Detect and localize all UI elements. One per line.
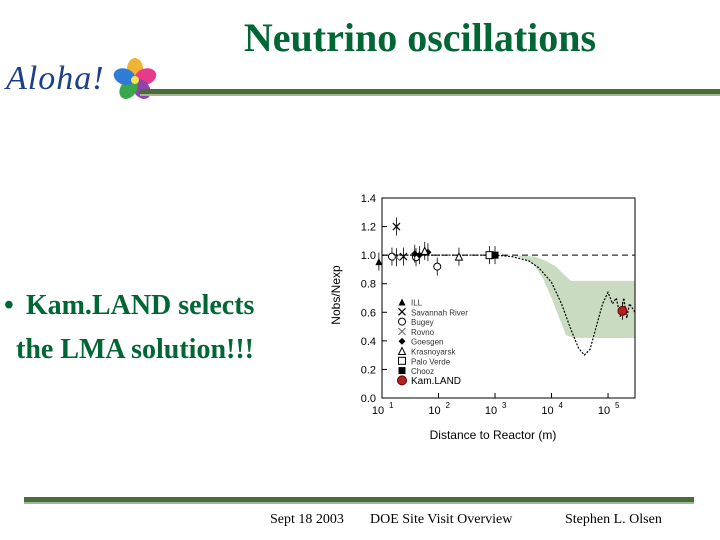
y-tick-label: 1.0 [361,250,376,262]
x-tick-exponent: 1 [389,401,394,410]
x-tick-label: 10 [428,405,440,417]
legend-label: Palo Verde [411,357,451,366]
data-point [392,253,401,262]
data-point [399,252,408,261]
slide-title: Neutrino oscillations [243,15,597,60]
legend-label: Savannah River [411,308,468,317]
footer-rule [24,497,694,504]
x-tick-label: 10 [598,405,610,417]
oscillation-prediction-curve [382,254,636,356]
x-tick-label: 10 [372,405,384,417]
y-tick-label: 0.6 [361,307,376,319]
bullet-symbol: • [4,290,14,321]
legend-marker [398,307,406,316]
data-point [491,251,499,259]
legend-label: Rovno [411,328,435,337]
legend-marker [397,375,407,386]
plot-frame [381,197,636,399]
data-point [375,258,383,266]
y-tick-label: 1.4 [361,193,376,205]
y-tick-label: 0.4 [361,336,376,348]
data-point [415,251,423,259]
footer-event: DOE Site Visit Overview [370,512,513,527]
y-tick-label: 0.8 [361,279,376,291]
y-tick-label: 1.2 [361,222,376,234]
x-tick-exponent: 2 [446,401,451,410]
y-axis-label: Nobs/Nexp [329,265,343,325]
y-tick-label: 0.0 [361,393,376,405]
bullet-text-line2: the LMA solution!!! [16,334,254,365]
aloha-logo: Aloha! [6,60,105,97]
legend-marker [398,367,406,375]
legend-marker [398,327,406,336]
legend-marker [398,298,406,306]
data-point [420,246,430,255]
legend-marker [397,346,407,355]
x-tick-exponent: 4 [559,401,564,410]
legend-label: Kam.LAND [411,376,461,387]
legend-label: ILL [411,299,423,308]
bullet-point: • Kam.LAND selects the LMA solution!!! [4,284,334,372]
legend-label: Krasnoyarsk [411,348,456,357]
footer-author: Stephen L. Olsen [565,512,662,527]
legend-label: Bugey [411,318,434,327]
prediction-band [382,255,635,338]
x-tick-exponent: 5 [615,401,620,410]
data-point [433,262,442,271]
x-tick-exponent: 3 [502,401,507,410]
legend-marker [398,356,406,365]
header-rule [140,89,720,96]
x-tick-label: 10 [541,405,553,417]
legend-label: Chooz [411,367,434,376]
data-point [617,305,628,316]
data-point [411,250,419,258]
y-tick-label: 0.2 [361,364,376,376]
legend-marker [398,317,406,326]
x-tick-label: 10 [485,405,497,417]
legend-marker [398,337,406,345]
oscillation-chart: 0.00.20.40.60.81.01.21.410 1 10 2 10 3 10 4 10 5 … [329,193,636,442]
bullet-text-line1: Kam.LAND selects [25,290,255,321]
hibiscus-flower-icon [113,58,157,99]
x-axis-label: Distance to Reactor (m) [430,428,557,442]
data-point [392,222,401,231]
legend-label: Goesgen [411,338,443,347]
data-point [454,251,464,261]
footer-date: Sept 18 2003 [270,512,344,527]
